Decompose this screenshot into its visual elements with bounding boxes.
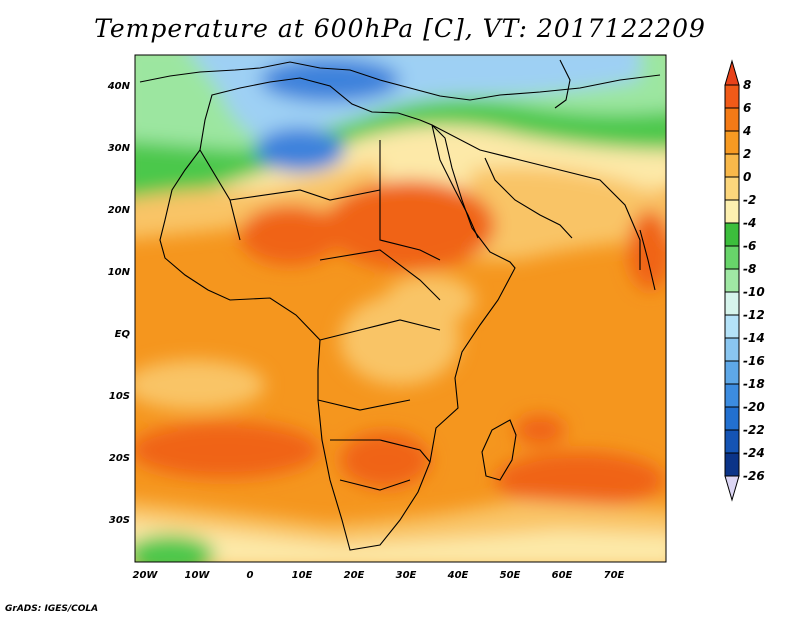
lon-label: 60E <box>552 570 573 581</box>
colorbar-swatch <box>724 291 740 316</box>
colorbar-swatch <box>724 314 740 339</box>
caspian <box>554 59 571 109</box>
colorbar-swatch <box>724 406 740 431</box>
lat-label: 20S <box>109 453 130 464</box>
map-title: Temperature at 600hPa [C], VT: 201712220… <box>94 14 706 43</box>
field-warm-s-atlantic <box>135 422 320 478</box>
colorbar-top-arrow <box>724 59 740 86</box>
field-warm-west <box>240 205 340 265</box>
temperature-field <box>135 55 666 562</box>
colorbar-label: 0 <box>743 170 751 184</box>
lon-label: 10E <box>292 570 313 581</box>
colorbar-label: -14 <box>743 331 765 345</box>
lon-label: 40E <box>447 570 469 581</box>
colorbar-label: 2 <box>743 147 751 161</box>
border-3 <box>379 140 441 261</box>
madagascar-coastline <box>481 419 517 481</box>
colorbar-swatch <box>724 429 740 454</box>
lat-label: 40N <box>107 81 131 92</box>
border-8 <box>339 479 411 491</box>
lon-axis: 20W 10W 0 10E 20E 30E 40E 50E 60E 70E <box>133 570 625 581</box>
field-atlantic-pale <box>135 360 265 410</box>
lat-label: 30S <box>109 515 130 526</box>
border-4 <box>319 249 441 301</box>
colorbar-swatch <box>724 268 740 293</box>
lat-label: 20N <box>108 205 131 216</box>
credit-text: GrADS: IGES/COLA <box>5 604 99 614</box>
lat-label: 10S <box>109 391 130 402</box>
colorbar-label: 6 <box>743 101 751 115</box>
colorbar-swatch <box>724 176 740 201</box>
lon-label: 20E <box>344 570 365 581</box>
colorbar-swatch <box>724 153 740 178</box>
colorbar-swatch <box>724 130 740 155</box>
colorbar-swatch <box>724 222 740 247</box>
colorbar-label: -20 <box>743 400 765 414</box>
colorbar-bottom-arrow <box>724 475 740 502</box>
colorbar-label: -4 <box>743 216 756 230</box>
europe-coastline <box>139 61 661 101</box>
colorbar-label: -8 <box>743 262 756 276</box>
colorbar-label: 8 <box>743 78 751 92</box>
colorbar-label: -24 <box>743 446 765 460</box>
field-south-pale <box>135 521 666 562</box>
colorbar-swatch <box>724 84 740 109</box>
lon-label: 0 <box>247 570 254 581</box>
colorbar: 8 6 4 2 0 -2 -4 -6 -8 -10 -12 -14 -16 -18 -20 -22 -24 -26 <box>724 59 765 502</box>
colorbar-swatch <box>724 452 740 477</box>
arabia-coastline <box>431 124 641 270</box>
border-2 <box>229 189 381 201</box>
colorbar-label: -16 <box>743 354 765 368</box>
field-warm-madagascar <box>515 415 565 445</box>
plot-frame <box>134 54 667 563</box>
border-5 <box>319 319 441 341</box>
colorbar-swatch <box>724 383 740 408</box>
border-7 <box>330 439 431 463</box>
india-coastline <box>639 229 656 291</box>
field-cold-north <box>260 58 400 102</box>
field-warm-india <box>628 210 666 290</box>
field-transition <box>135 160 380 239</box>
field-cold-core <box>255 128 345 172</box>
lat-label: EQ <box>115 329 131 340</box>
colorbar-swatch <box>724 107 740 132</box>
colorbar-swatch <box>724 245 740 270</box>
colorbar-label: -6 <box>743 239 756 253</box>
lon-label: 70E <box>604 570 625 581</box>
lat-label: 10N <box>108 267 131 278</box>
lat-label: 30N <box>108 143 131 154</box>
colorbar-label: -2 <box>743 193 756 207</box>
colorbar-label: -26 <box>743 469 765 483</box>
colorbar-label: -22 <box>743 423 765 437</box>
field-arabia <box>470 166 666 260</box>
red-sea <box>431 124 479 239</box>
colorbar-label: -10 <box>743 285 765 299</box>
coastlines <box>139 59 661 551</box>
colorbar-label: -12 <box>743 308 765 322</box>
field-green-south <box>135 535 215 562</box>
lon-label: 20W <box>133 570 159 581</box>
field-warm-s-africa <box>340 432 430 488</box>
lat-axis: 40N 30N 20N 10N EQ 10S 20S 30S <box>107 81 131 526</box>
lon-label: 10W <box>185 570 211 581</box>
colorbar-swatch <box>724 199 740 224</box>
field-warm-indian <box>495 452 665 508</box>
colorbar-swatch <box>724 337 740 362</box>
lon-label: 50E <box>500 570 521 581</box>
lon-label: 30E <box>396 570 417 581</box>
colorbar-label: -18 <box>743 377 765 391</box>
colorbar-label: 4 <box>742 124 751 138</box>
border-6 <box>317 399 411 411</box>
field-east-light <box>385 275 475 325</box>
colorbar-swatch <box>724 360 740 385</box>
field-warm-sahel <box>325 180 495 270</box>
